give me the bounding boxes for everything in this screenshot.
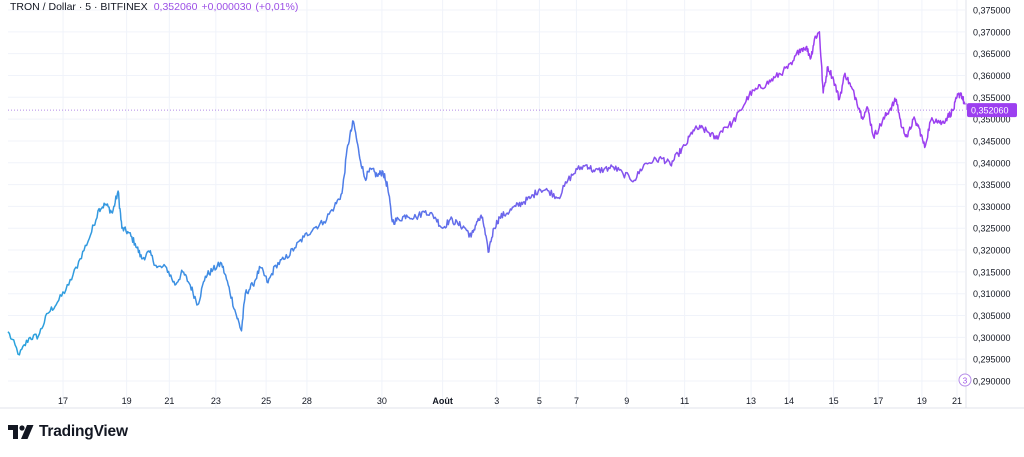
- price-axis[interactable]: 0,375000 0,370000 0,365000 0,360000 0,355000…: [965, 0, 1011, 408]
- y-tick-label: 0,305000: [973, 311, 1011, 321]
- x-tick-label: 21: [952, 396, 962, 406]
- price-change: +0,000030: [201, 1, 252, 13]
- y-tick-label: 0,325000: [973, 224, 1011, 234]
- y-tick-label: 0,335000: [973, 180, 1011, 190]
- y-tick-label: 0,330000: [973, 202, 1011, 212]
- x-tick-label: 15: [829, 396, 839, 406]
- svg-text:3: 3: [963, 377, 968, 386]
- x-tick-label: 25: [261, 396, 271, 406]
- x-tick-label: 23: [211, 396, 221, 406]
- series-layer: [7, 31, 969, 356]
- last-price-text: 0,352060: [971, 106, 1009, 116]
- grid-lines: [8, 0, 965, 408]
- last-value: 0,352060: [153, 1, 198, 13]
- x-tick-label: 13: [746, 396, 756, 406]
- x-tick-label: 19: [917, 396, 927, 406]
- x-tick-label: 7: [574, 396, 579, 406]
- x-tick-label: 17: [58, 396, 68, 406]
- x-tick-label: 30: [377, 396, 387, 406]
- y-tick-label: 0,370000: [973, 27, 1011, 37]
- symbol-title[interactable]: TRON / Dollar · 5 · BITFINEX: [10, 1, 148, 13]
- y-tick-label: 0,355000: [973, 93, 1011, 103]
- x-tick-label: 9: [624, 396, 629, 406]
- y-tick-label: 0,350000: [973, 115, 1011, 125]
- y-tick-label: 0,295000: [973, 355, 1011, 365]
- tradingview-logo[interactable]: TradingView: [8, 422, 128, 442]
- x-tick-label: 5: [537, 396, 542, 406]
- x-tick-label: 28: [302, 396, 312, 406]
- last-price-badge: [967, 103, 1017, 118]
- y-tick-label: 0,310000: [973, 289, 1011, 299]
- y-tick-label: 0,290000: [973, 377, 1011, 387]
- chart-legend: TRON / Dollar · 5 · BITFINEX 0,352060 +0…: [10, 1, 298, 13]
- y-tick-label: 0,365000: [973, 49, 1011, 59]
- x-tick-label: 19: [122, 396, 132, 406]
- x-tick-label: 17: [873, 396, 883, 406]
- y-tick-label: 0,345000: [973, 136, 1011, 146]
- series-line: [7, 31, 969, 356]
- y-tick-label: 0,315000: [973, 267, 1011, 277]
- last-price-tag: 0,352060: [967, 103, 1017, 118]
- y-tick-label: 0,360000: [973, 71, 1011, 81]
- x-tick-label: 14: [784, 396, 794, 406]
- x-tick-label: 11: [680, 396, 689, 406]
- time-axis[interactable]: 17 19 21 23 25 28 30 Août 3 5 7 9 11 13 14 15 17 19 21: [0, 396, 1024, 409]
- y-tick-label: 0,320000: [973, 246, 1011, 256]
- y-tick-label: 0,300000: [973, 333, 1011, 343]
- logo-text: TradingView: [39, 423, 128, 440]
- y-tick-label: 0,340000: [973, 158, 1011, 168]
- x-tick-label: 3: [494, 396, 499, 406]
- time-axis-settings-icon[interactable]: 3: [958, 373, 972, 387]
- x-tick-label: Août: [432, 396, 453, 406]
- price-change-percent: (+0,01%): [255, 1, 299, 13]
- y-tick-label: 0,375000: [973, 6, 1011, 16]
- tradingview-logo-icon: [8, 425, 34, 439]
- x-tick-label: 21: [164, 396, 174, 406]
